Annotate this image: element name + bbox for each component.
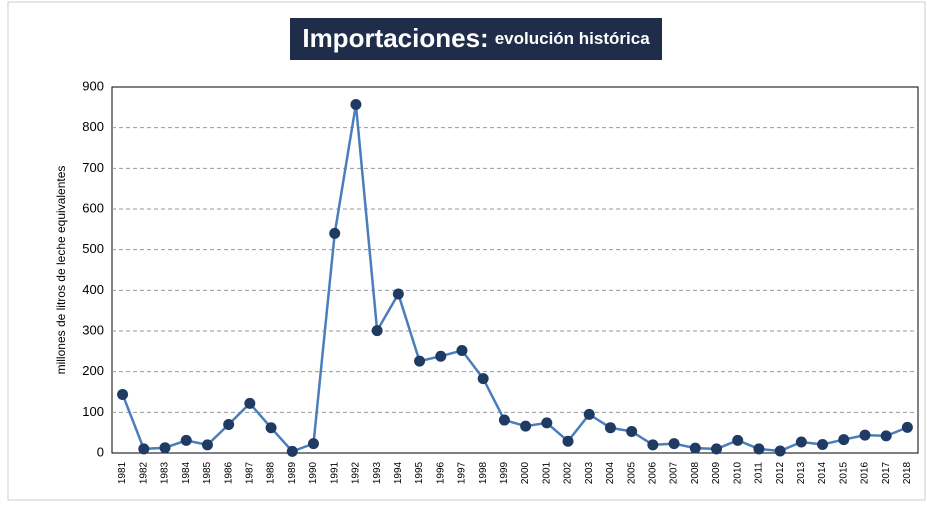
x-tick-label: 2015 [838, 461, 849, 484]
data-point [414, 355, 426, 367]
x-tick-label: 2010 [732, 461, 743, 484]
x-tick-label: 2011 [754, 462, 765, 484]
data-point [244, 397, 256, 409]
x-tick-label: 2013 [796, 461, 807, 484]
x-tick-label: 1983 [160, 461, 171, 484]
data-point [392, 288, 404, 300]
x-tick-label: 2009 [711, 461, 722, 484]
title-box [290, 18, 662, 60]
x-tick-label: 1987 [245, 461, 256, 484]
y-tick-label: 0 [97, 444, 104, 459]
data-point [180, 434, 192, 446]
data-point [117, 388, 129, 400]
data-point [689, 442, 701, 454]
x-tick-label: 2003 [584, 461, 595, 484]
x-tick-label: 1994 [393, 461, 404, 484]
chart-title: Importaciones: [302, 23, 488, 53]
x-tick-label: 2008 [690, 461, 701, 484]
x-tick-label: 1996 [435, 461, 446, 484]
data-point [286, 445, 298, 457]
data-point [308, 438, 319, 450]
data-point [859, 429, 871, 441]
x-tick-label: 2017 [881, 461, 892, 484]
data-point [435, 350, 447, 362]
data-point [201, 439, 213, 451]
data-point [477, 373, 489, 385]
x-tick-label: 1993 [372, 461, 383, 484]
data-point [350, 98, 362, 110]
x-tick-label: 1989 [287, 461, 298, 484]
data-point [668, 438, 680, 450]
x-tick-label: 2000 [520, 461, 531, 484]
x-tick-label: 2006 [648, 461, 659, 484]
x-tick-label: 1986 [223, 461, 234, 484]
chart-subtitle: evolución histórica [495, 29, 650, 48]
x-tick-label: 1998 [478, 461, 489, 484]
plot-area [111, 86, 919, 454]
x-tick-label: 2001 [541, 461, 552, 484]
y-tick-label: 400 [82, 282, 104, 297]
chart-title-group: Importaciones: evolución histórica [302, 23, 650, 53]
x-tick-label: 2004 [605, 461, 616, 484]
x-tick-label: 2005 [626, 461, 637, 484]
x-tick-label: 2007 [669, 461, 680, 484]
data-point [880, 430, 892, 442]
y-axis-label: millones de litros de leche equivalentes [54, 166, 68, 375]
x-tick-label: 2016 [860, 461, 871, 484]
data-point [604, 422, 616, 434]
data-point [711, 443, 722, 455]
data-point [774, 445, 786, 457]
data-point [647, 439, 659, 451]
x-tick-label: 1991 [329, 461, 340, 484]
data-point [329, 227, 341, 239]
x-tick-label: 1990 [308, 461, 319, 484]
data-point [159, 442, 171, 454]
x-tick-label: 1999 [499, 461, 510, 484]
x-tick-label: 1992 [351, 461, 362, 484]
data-point [498, 414, 510, 426]
x-tick-label: 1981 [117, 461, 128, 484]
data-point [626, 425, 638, 437]
data-point [138, 443, 150, 455]
chart-frame [7, 1, 926, 501]
data-point [265, 422, 277, 434]
y-tick-label: 300 [82, 322, 104, 337]
x-tick-label: 1985 [202, 461, 213, 484]
data-point [520, 420, 532, 432]
data-point [838, 434, 850, 446]
data-point [901, 421, 913, 433]
x-tick-label: 1988 [266, 461, 277, 484]
data-point [562, 435, 574, 447]
y-tick-label: 200 [82, 363, 104, 378]
x-tick-label: 2002 [563, 461, 574, 484]
x-tick-label: 1984 [181, 461, 192, 484]
x-tick-label: 1997 [457, 461, 468, 484]
data-point [795, 436, 807, 448]
x-tick-label: 1995 [414, 461, 425, 484]
y-tick-label: 700 [82, 160, 104, 175]
data-point [817, 438, 829, 450]
data-point [732, 434, 744, 446]
y-tick-label: 600 [82, 200, 104, 215]
y-tick-label: 900 [82, 78, 104, 93]
x-tick-label: 2012 [775, 461, 786, 484]
data-point [541, 417, 553, 429]
data-point [371, 325, 383, 337]
y-tick-label: 500 [82, 241, 104, 256]
x-tick-label: 2014 [817, 461, 828, 484]
data-point [753, 443, 765, 455]
y-tick-label: 100 [82, 404, 104, 419]
data-point [456, 345, 468, 357]
y-tick-label: 800 [82, 119, 104, 134]
x-tick-label: 2018 [902, 461, 913, 484]
data-point [223, 419, 235, 431]
data-point [583, 408, 595, 420]
x-tick-label: 1982 [138, 461, 149, 484]
